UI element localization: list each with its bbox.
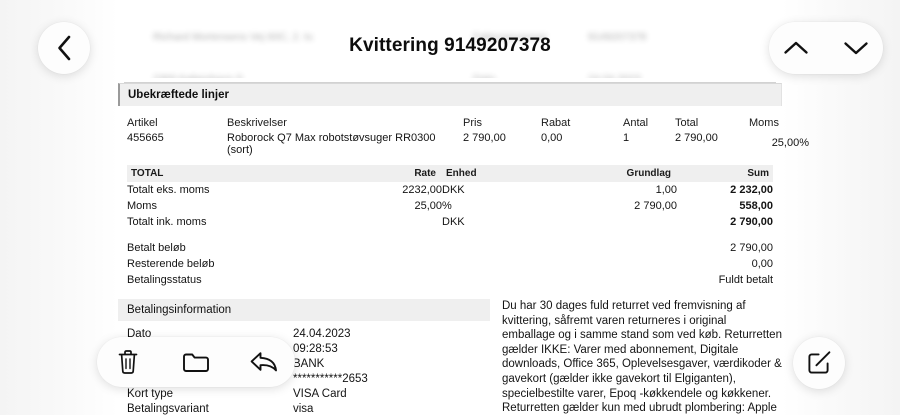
- totals-rate: [342, 214, 442, 230]
- next-message-button[interactable]: [839, 31, 873, 65]
- totals-enhed: DKK: [442, 216, 465, 228]
- payment-status-value: Fuldt betalt: [718, 274, 773, 286]
- payment-info-key: Kort type: [127, 387, 174, 400]
- payment-info-value: ***********2653: [293, 372, 368, 385]
- col-antal: Antal: [623, 117, 649, 129]
- compose-button[interactable]: [793, 337, 845, 389]
- up-chevron-icon: [784, 41, 808, 54]
- totals-label: Totalt eks. moms: [127, 184, 210, 196]
- payment-info-key: Betalingsvariant: [127, 402, 209, 415]
- cell-total: 2 790,00: [675, 132, 718, 144]
- paid-label: Betalt beløb: [127, 242, 186, 254]
- payment-info-title: Betalingsinformation: [118, 299, 490, 321]
- paid-value: 2 790,00: [730, 242, 773, 254]
- col-moms: Moms: [749, 117, 779, 129]
- payment-info-value: 24.04.2023: [293, 327, 351, 340]
- totals-sum: 558,00: [739, 200, 773, 212]
- totals-grundlag: 1,00: [655, 184, 677, 196]
- sender-address-line: Richard Mortensens Vej 60C, 2. tv.: [153, 31, 315, 43]
- totals-col-sum: Sum: [707, 165, 773, 182]
- archive-folder-button[interactable]: [179, 345, 213, 379]
- totals-gap: [677, 214, 707, 230]
- totals-sum: 2 790,00: [730, 216, 773, 228]
- totals-col-grundlag: Grundlag: [552, 165, 677, 182]
- down-chevron-icon: [844, 42, 868, 55]
- paid-label: Resterende beløb: [127, 258, 215, 270]
- payment-info-row: Kort type VISA Card: [118, 386, 490, 401]
- totals-row: Totalt ink. moms DKK 2 790,00: [127, 214, 773, 230]
- line-items-table: Artikel Beskrivelser Pris Rabat Antal To…: [127, 106, 809, 156]
- trash-icon: [118, 350, 138, 374]
- message-navigation-group: [769, 22, 883, 74]
- totals-gap: [677, 182, 707, 198]
- paid-label: Betalingsstatus: [127, 274, 202, 286]
- col-artikel: Artikel: [127, 117, 158, 129]
- cell-artikel: 455665: [127, 132, 164, 144]
- totals-rate: 2232,00: [402, 184, 442, 196]
- page-title: Kvittering 9149207378: [349, 35, 551, 56]
- back-button[interactable]: [38, 22, 90, 74]
- col-beskrivelser: Beskrivelser: [227, 117, 287, 129]
- compose-icon: [802, 346, 836, 380]
- paid-value: 0,00: [751, 258, 773, 270]
- paid-wrapper: Betalt beløb 2 790,00 Resterende beløb 0…: [118, 240, 782, 288]
- lines-table-wrapper: Artikel Beskrivelser Pris Rabat Antal To…: [118, 106, 809, 156]
- cell-moms: 25,00%: [771, 137, 809, 149]
- paid-row: Betalingsstatus Fuldt betalt: [127, 272, 773, 288]
- cell-antal: 1: [623, 132, 630, 144]
- payment-info-value: VISA Card: [293, 387, 347, 400]
- payment-info-value: visa: [293, 402, 314, 415]
- cell-beskrivelse: Roborock Q7 Max robotstøvsuger RR0300 (s…: [227, 132, 436, 156]
- paid-row: Resterende beløb 0,00: [127, 256, 773, 272]
- totals-table: TOTAL Rate Enhed Grundlag Sum Totalt eks…: [127, 165, 773, 230]
- totals-header-row: TOTAL Rate Enhed Grundlag Sum: [127, 165, 773, 182]
- payment-info-value: 09:28:53: [293, 342, 338, 355]
- totals-row: Totalt eks. moms 2232,00 DKK 1,00 2 232,…: [127, 182, 773, 198]
- table-header-row: Artikel Beskrivelser Pris Rabat Antal To…: [127, 106, 809, 131]
- totals-rate: 25,00: [414, 200, 442, 212]
- totals-col-enhed: Enhed: [442, 165, 552, 182]
- col-pris: Pris: [463, 117, 482, 129]
- message-action-toolbar: [97, 337, 295, 387]
- totals-sum: 2 232,00: [730, 184, 773, 196]
- totals-col-label: TOTAL: [127, 165, 342, 182]
- reply-arrow-icon: [250, 352, 277, 372]
- paid-row: Betalt beløb 2 790,00: [127, 240, 773, 256]
- payment-info-key: Dato: [127, 327, 152, 340]
- totals-grundlag: [552, 214, 677, 230]
- col-rabat: Rabat: [541, 117, 571, 129]
- delete-button[interactable]: [111, 345, 145, 379]
- totals-gap: [677, 198, 707, 214]
- top-divider: [124, 82, 776, 83]
- totals-label: Moms: [127, 200, 157, 212]
- header-meta-value: 9149207378: [588, 31, 647, 43]
- header-meta-label: Fakturanummer: [473, 31, 548, 43]
- folder-icon: [183, 353, 209, 372]
- paid-amounts-table: Betalt beløb 2 790,00 Resterende beløb 0…: [127, 240, 773, 288]
- return-policy-text: Du har 30 dages fuld returret ved fremvi…: [502, 300, 782, 415]
- payment-info-value: BANK: [293, 357, 325, 370]
- reply-button[interactable]: [247, 345, 281, 379]
- totals-col-spacer: [677, 165, 707, 182]
- col-total: Total: [675, 117, 699, 129]
- payment-info-row: Dato 24.04.2023: [118, 326, 490, 341]
- totals-enhed: DKK: [442, 184, 465, 196]
- previous-message-button[interactable]: [779, 31, 813, 65]
- lines-section-title: Ubekræftede linjer: [118, 83, 782, 106]
- table-row: 455665 Roborock Q7 Max robotstøvsuger RR…: [127, 131, 809, 156]
- cell-pris: 2 790,00: [463, 132, 506, 144]
- totals-grundlag: 2 790,00: [634, 200, 677, 212]
- totals-col-rate: Rate: [342, 165, 442, 182]
- totals-wrapper: TOTAL Rate Enhed Grundlag Sum Totalt eks…: [118, 165, 782, 230]
- totals-label: Totalt ink. moms: [127, 216, 207, 228]
- payment-info-row: Betalingsvariant visa: [118, 401, 490, 415]
- back-chevron-icon: [47, 31, 81, 65]
- cell-rabat: 0,00: [541, 132, 563, 144]
- totals-row: Moms 25,00 % 2 790,00 558,00: [127, 198, 773, 214]
- totals-enhed: %: [442, 200, 452, 212]
